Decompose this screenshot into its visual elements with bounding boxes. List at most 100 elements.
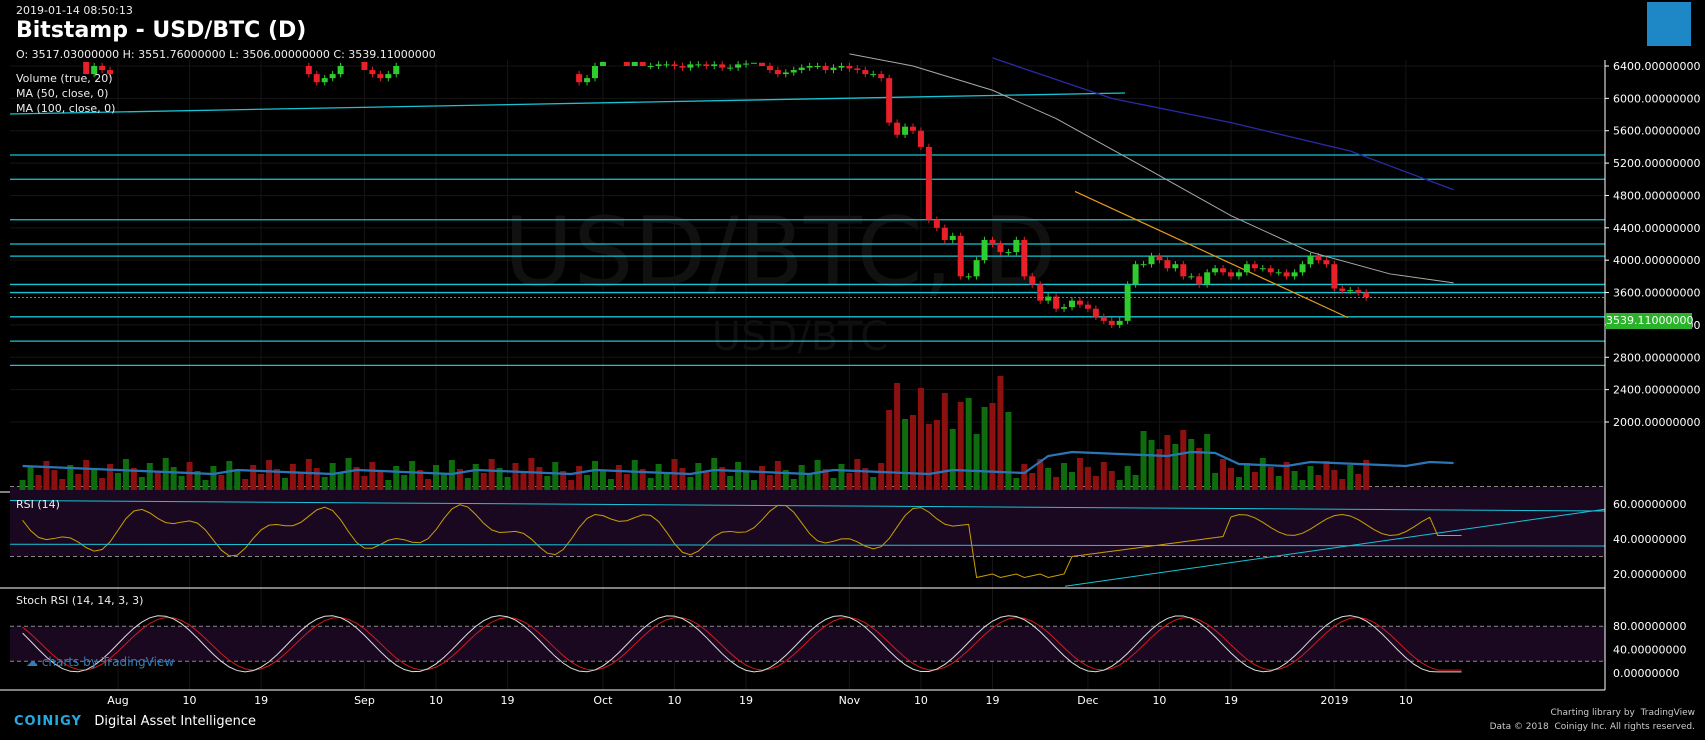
coinigy-brand: COINIGY <box>14 714 82 729</box>
volume-bar <box>186 462 193 490</box>
tradingview-watermark[interactable]: ☁ charts by TradingView <box>26 655 175 669</box>
candle-body <box>957 235 964 277</box>
volume-bar <box>560 471 567 490</box>
volume-bar <box>679 468 686 490</box>
descending-trendline <box>1074 190 1349 319</box>
candle-body <box>910 126 916 131</box>
volume-bar <box>886 410 893 490</box>
candle-body <box>1029 276 1036 285</box>
volume-bar <box>19 480 26 490</box>
candle-body <box>774 70 781 75</box>
candle-body <box>599 61 606 66</box>
volume-bar <box>1196 448 1203 490</box>
rsi-indicator-label[interactable]: RSI (14) <box>16 498 60 511</box>
stoch-tick-label: 0.00000000 <box>1613 667 1679 680</box>
volume-bar <box>146 463 153 490</box>
volume-bar <box>1220 459 1227 490</box>
volume-bar <box>138 477 145 490</box>
volume-bar <box>599 470 606 490</box>
time-tick-label: 10 <box>1399 694 1413 707</box>
volume-bar <box>27 466 34 490</box>
volume-bar <box>226 461 233 490</box>
volume-bar <box>862 468 869 490</box>
candle-body <box>1228 272 1234 277</box>
volume-bar <box>1323 461 1330 490</box>
volume-bar <box>210 466 217 490</box>
candle-body <box>1331 264 1338 289</box>
stoch-tick-label: 40.00000000 <box>1613 644 1686 657</box>
footer-tagline: Digital Asset Intelligence <box>94 714 256 729</box>
volume-bar <box>917 388 924 490</box>
candle-body <box>822 66 829 71</box>
volume-bar <box>1084 467 1091 490</box>
volume-bar <box>130 468 137 490</box>
candle-body <box>1076 300 1083 305</box>
candle-body <box>663 64 670 66</box>
price-tick-label: 6000.00000000 <box>1613 92 1700 105</box>
volume-bar <box>544 476 551 490</box>
volume-bar <box>592 461 598 490</box>
volume-bar <box>1005 412 1012 490</box>
ma100-indicator-label[interactable]: MA (100, close, 0) <box>16 102 116 115</box>
candle-body <box>719 64 726 68</box>
volume-bar <box>1140 431 1147 490</box>
volume-bar <box>218 475 225 490</box>
volume-bar <box>782 470 789 490</box>
volume-bar <box>377 471 384 490</box>
time-tick-label: Oct <box>593 694 613 707</box>
candle-body <box>83 61 90 75</box>
volume-bar <box>1331 470 1338 490</box>
volume-bar <box>552 462 559 490</box>
candle-body <box>703 64 710 66</box>
candle-body <box>1196 276 1203 285</box>
stoch-rsi-indicator-label[interactable]: Stoch RSI (14, 14, 3, 3) <box>16 594 144 607</box>
horizontal-levels <box>10 154 1605 367</box>
volume-bar <box>981 407 988 490</box>
volume-bar <box>536 467 543 490</box>
volume-bar <box>496 468 503 490</box>
volume-bar <box>297 473 304 490</box>
volume-bar <box>806 474 813 490</box>
ma50-indicator-label[interactable]: MA (50, close, 0) <box>16 87 109 100</box>
volume-bar <box>1013 478 1020 490</box>
volume-bar <box>1204 434 1211 490</box>
time-tick-label: Sep <box>354 694 375 707</box>
volume-bar <box>504 477 511 490</box>
time-tick-label: 2019 <box>1320 694 1348 707</box>
symbol-watermark: USD/BTC, D <box>504 198 1057 308</box>
volume-bar <box>234 470 241 490</box>
candle-body <box>1220 268 1227 273</box>
trendline <box>9 92 1126 115</box>
volume-bar <box>576 466 583 490</box>
volume-bar <box>1069 472 1075 490</box>
volume-bar <box>1021 464 1028 490</box>
volume-bar <box>854 459 861 490</box>
volume-bar <box>568 480 575 490</box>
volume-bar <box>997 376 1004 490</box>
volume-bar <box>973 434 980 490</box>
volume-bar <box>655 464 662 490</box>
volume-bar <box>409 461 416 490</box>
tradingview-link[interactable]: TradingView <box>1640 708 1695 718</box>
volume-bar <box>647 478 654 490</box>
candle-body <box>735 64 742 68</box>
candle-body <box>321 78 328 83</box>
candles <box>83 60 1370 329</box>
volume-bar <box>703 472 710 490</box>
volume-bar <box>281 478 288 490</box>
candle-body <box>385 74 392 79</box>
candle-body <box>369 70 376 75</box>
candle-body <box>1172 264 1179 269</box>
rsi-line <box>22 504 1462 579</box>
volume-bar <box>154 472 161 490</box>
volume-bar <box>695 463 702 490</box>
candle-body <box>695 64 702 66</box>
volume-bar <box>1315 475 1322 490</box>
candle-body <box>1299 264 1306 273</box>
candle-body <box>329 74 336 79</box>
candle-body <box>1315 256 1322 261</box>
volume-indicator-label[interactable]: Volume (true, 20) <box>16 72 113 85</box>
stoch-d-line <box>22 616 1462 671</box>
candle-body <box>830 67 837 71</box>
